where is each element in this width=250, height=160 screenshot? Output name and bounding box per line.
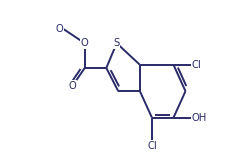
Text: O: O (80, 38, 88, 48)
Text: S: S (113, 38, 119, 48)
Text: O: O (68, 81, 76, 91)
Text: Cl: Cl (146, 141, 156, 151)
Text: OH: OH (191, 113, 206, 123)
Text: Cl: Cl (191, 60, 201, 70)
Text: O: O (55, 24, 63, 34)
